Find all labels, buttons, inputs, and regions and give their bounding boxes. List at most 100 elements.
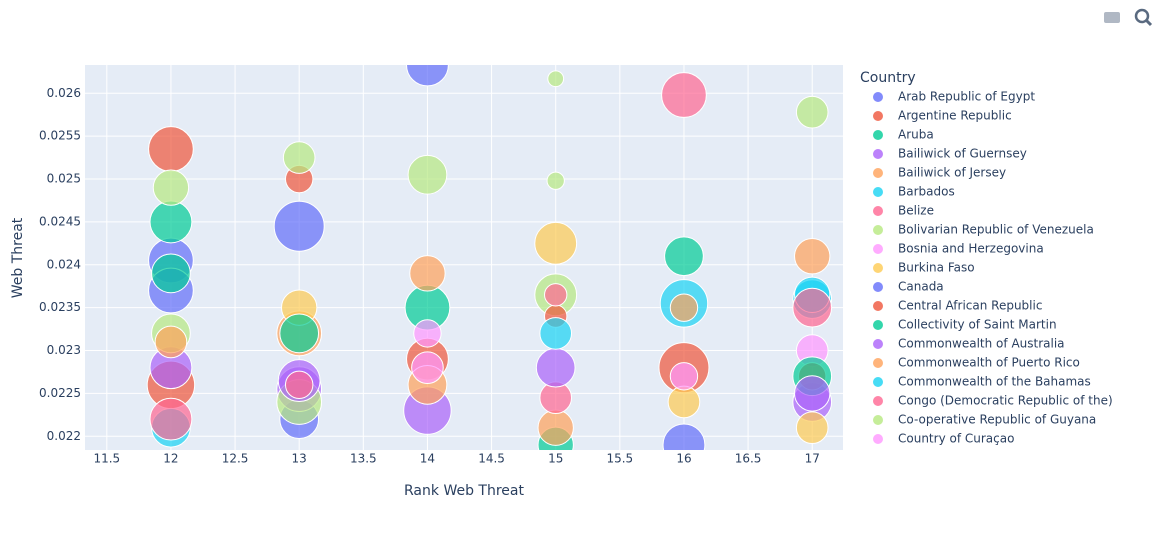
- x-tick-label: 11.5: [93, 452, 120, 466]
- x-tick-label: 17: [805, 452, 820, 466]
- x-tick-label: 14.5: [478, 452, 505, 466]
- legend-title: Country: [860, 70, 916, 86]
- bubble: [794, 375, 831, 412]
- plot-area: [85, 65, 843, 450]
- bubble: [661, 72, 707, 118]
- bubble: [662, 423, 706, 450]
- legend-marker: [873, 149, 883, 159]
- y-tick-label: 0.0235: [39, 300, 81, 314]
- zoom-handle: [1144, 18, 1153, 27]
- bubble: [547, 70, 565, 88]
- bubble: [534, 221, 578, 265]
- axes: 11.5 12 12.5 13 13.5 14 14.5 15 15.5 16 16.5 17 0.02…: [39, 86, 820, 466]
- legend-label: Country of Curaçao: [898, 432, 1014, 446]
- bubble: [284, 370, 314, 400]
- legend-label: Aruba: [898, 128, 934, 142]
- legend-label: Barbados: [898, 185, 955, 199]
- y-tick-label: 0.0245: [39, 214, 81, 228]
- legend-label: Bolivarian Republic of Venezuela: [898, 223, 1094, 237]
- bubble: [795, 95, 829, 129]
- legend-label: Commonwealth of Australia: [898, 337, 1065, 351]
- bubble: [667, 385, 701, 419]
- legend-label: Congo (Democratic Republic of the): [898, 394, 1113, 408]
- legend-label: Arab Republic of Egypt: [898, 90, 1035, 104]
- legend-marker: [873, 111, 883, 121]
- x-tick-label: 15.5: [606, 452, 633, 466]
- y-tick-label: 0.024: [47, 257, 81, 271]
- x-axis-title: Rank Web Threat: [404, 483, 524, 499]
- bubble: [792, 287, 833, 328]
- bubble: [406, 65, 449, 87]
- bubble: [669, 293, 699, 322]
- legend-marker: [873, 168, 883, 178]
- x-tick-label: 12: [163, 452, 178, 466]
- bubble: [544, 283, 568, 307]
- x-tick-label: 16: [676, 452, 691, 466]
- y-tick-label: 0.026: [47, 86, 81, 100]
- legend-marker: [873, 92, 883, 102]
- bubble: [407, 154, 448, 195]
- legend-label: Bailiwick of Jersey: [898, 166, 1006, 180]
- y-tick-label: 0.0255: [39, 129, 81, 143]
- bubble: [664, 236, 704, 277]
- bubble: [411, 351, 444, 384]
- x-tick-label: 13.5: [350, 452, 377, 466]
- legend-label: Co-operative Republic of Guyana: [898, 413, 1096, 427]
- legend-label: Collectivity of Saint Martin: [898, 318, 1057, 332]
- y-tick-label: 0.025: [47, 172, 81, 186]
- legend-marker: [873, 434, 883, 444]
- bubble: [152, 169, 190, 206]
- legend-label: Commonwealth of the Bahamas: [898, 375, 1091, 389]
- x-tick-label: 12.5: [222, 452, 249, 466]
- bubble: [539, 317, 573, 350]
- bubble: [546, 171, 565, 190]
- legend-label: Burkina Faso: [898, 261, 975, 275]
- legend-label: Belize: [898, 204, 934, 218]
- legend-label: Central African Republic: [898, 299, 1042, 313]
- legend-label: Commonwealth of Puerto Rico: [898, 356, 1080, 370]
- zoom-icon[interactable]: [1134, 8, 1150, 24]
- legend: Arab Republic of Egypt Argentine Republic…: [873, 90, 1113, 446]
- bubble: [795, 411, 829, 445]
- bubble: [669, 362, 699, 391]
- y-tick-label: 0.022: [47, 429, 81, 443]
- modebar[interactable]: [1104, 8, 1153, 27]
- legend-marker: [873, 358, 883, 368]
- bubble: [273, 200, 325, 252]
- legend-marker: [873, 130, 883, 140]
- y-tick-label: 0.023: [47, 343, 81, 357]
- bubble: [282, 141, 316, 174]
- legend-marker: [873, 339, 883, 349]
- legend-marker: [873, 282, 883, 292]
- legend-marker: [873, 187, 883, 197]
- legend-marker: [873, 396, 883, 406]
- y-axis-title: Web Threat: [10, 217, 26, 298]
- bubble: [148, 126, 194, 172]
- bubble: [794, 238, 831, 275]
- x-tick-label: 16.5: [735, 452, 762, 466]
- bubble: [279, 313, 320, 354]
- legend-label: Canada: [898, 280, 944, 294]
- bubble: [537, 409, 574, 446]
- grid: [85, 65, 843, 450]
- legend-marker: [873, 244, 883, 254]
- legend-label: Bosnia and Herzegovina: [898, 242, 1044, 256]
- x-tick-label: 13: [292, 452, 307, 466]
- legend-marker: [873, 301, 883, 311]
- points: [146, 65, 833, 450]
- bubble: [409, 255, 446, 292]
- x-tick-label: 14: [420, 452, 435, 466]
- bubble: [149, 397, 193, 441]
- bubble: [149, 200, 193, 244]
- camera-icon[interactable]: [1104, 12, 1120, 23]
- bubble: [535, 347, 576, 388]
- legend-label: Bailiwick of Guernsey: [898, 147, 1027, 161]
- bubble: [413, 319, 442, 348]
- legend-marker: [873, 206, 883, 216]
- legend-marker: [873, 263, 883, 273]
- legend-label: Argentine Republic: [898, 109, 1012, 123]
- legend-marker: [873, 320, 883, 330]
- bubble: [151, 253, 191, 294]
- legend-marker: [873, 415, 883, 425]
